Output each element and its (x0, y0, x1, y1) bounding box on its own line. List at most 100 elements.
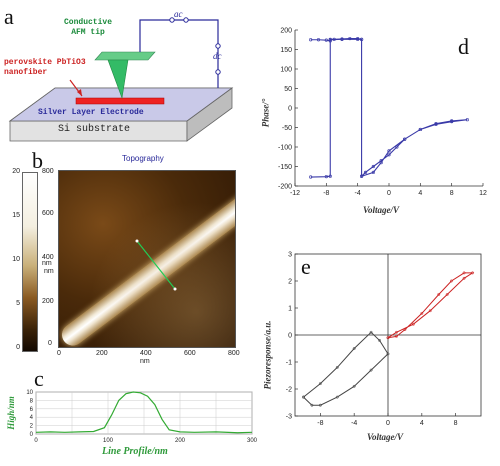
phase-point (356, 37, 360, 41)
e-x-tick: 0 (386, 420, 390, 427)
e-y-tick: 0 (288, 333, 292, 340)
phase-point (324, 175, 328, 179)
b-y-tick: 600 (42, 210, 54, 217)
b-y-tick: 200 (42, 298, 54, 305)
b-x-unit: nm (140, 358, 150, 365)
topography-title: Topography (122, 154, 164, 163)
piezo-point (386, 336, 390, 340)
e-y-tick: -1 (286, 360, 292, 367)
colorbar-unit: nm (42, 260, 52, 267)
b-y-tick: 800 (42, 168, 54, 175)
panel-a-schematic (8, 17, 234, 142)
e-y-tick: -3 (286, 414, 292, 421)
profile-line (35, 391, 253, 434)
piezo-point (437, 293, 441, 296)
colorbar (22, 172, 38, 352)
d-y-tick: -200 (278, 184, 292, 191)
c-x-tick: 100 (103, 438, 114, 444)
panel-d: d -12 -8 -4 0 4 8 12 200 150 100 50 0 -50 -100 -150 -20… (255, 0, 500, 225)
d-y-tick: 200 (280, 28, 292, 35)
topography-image (58, 170, 236, 348)
c-y-tick: 10 (26, 390, 33, 396)
colorbar-tick: 15 (12, 212, 20, 219)
piezo-loop-0 (303, 331, 389, 406)
phase-point (371, 170, 375, 174)
phase-point (465, 118, 469, 122)
fiber-label: perovskite PbTiO3 nanofiber (4, 58, 86, 77)
panel-d-letter: d (458, 34, 469, 59)
c-xlabel: Line Profile/nm (102, 446, 168, 457)
panel-c: c 10 8 6 4 2 0 0 100 200 300 High/nm Line Profile… (0, 366, 260, 466)
piezo-point (428, 309, 432, 313)
phase-point (309, 38, 313, 42)
d-y-tick: -50 (282, 125, 292, 132)
c-y-tick: 4 (30, 415, 34, 421)
piezo-point (386, 352, 390, 356)
d-y-tick: -100 (278, 145, 292, 152)
c-y-tick: 0 (30, 432, 34, 438)
d-y-tick: 150 (280, 47, 292, 54)
tip-label: Conductive AFM tip (64, 18, 113, 37)
phase-point (324, 38, 328, 42)
d-x-tick: -4 (355, 190, 361, 197)
d-xlabel: Voltage/V (363, 205, 400, 215)
piezo-point (369, 330, 373, 334)
e-x-tick: 8 (454, 420, 458, 427)
piezo-point (335, 395, 339, 399)
phase-point (328, 38, 332, 42)
phase-point (328, 174, 332, 178)
panel-a: a Conductive AFM tip perovskite PbTiO3 n… (0, 0, 245, 150)
phase-hysteresis-chart: -12 -8 -4 0 4 8 12 200 150 100 50 0 -50 -100 -150 -200 (278, 28, 487, 198)
d-y-tick: 0 (288, 106, 292, 113)
c-x-tick: 200 (175, 438, 186, 444)
b-y-tick: 400 (42, 254, 54, 261)
piezo-point (449, 279, 453, 283)
phase-point (418, 127, 422, 132)
panel-c-letter: c (34, 366, 44, 391)
colorbar-tick: 10 (12, 256, 20, 263)
piezoresponse-chart: -8 -4 0 4 8 3 2 1 0 -1 -2 -3 (286, 252, 482, 427)
phase-point (309, 175, 313, 179)
piezo-point (462, 271, 466, 275)
phase-point (379, 159, 383, 163)
piezo-point (411, 322, 415, 326)
phase-point (359, 37, 364, 41)
c-x-tick: 0 (34, 438, 38, 444)
c-ylabel: High/nm (5, 396, 16, 430)
piezo-point (395, 330, 398, 334)
phase-point (371, 164, 375, 169)
e-y-tick: -2 (286, 387, 292, 394)
substrate-label: Si substrate (58, 124, 131, 135)
d-y-tick: 100 (280, 67, 292, 74)
panel-e: e -8 -4 0 4 8 3 2 1 0 -1 -2 -3 Piezoresponse/a.u. V… (255, 242, 500, 466)
d-x-tick: 8 (450, 190, 454, 197)
piezo-point (403, 328, 407, 332)
circuit-wire (139, 19, 219, 88)
d-ylabel: Phase/° (260, 98, 271, 128)
e-xlabel: Voltage/V (367, 432, 404, 442)
d-x-tick: 0 (387, 190, 391, 197)
phase-point (332, 37, 336, 41)
dc-label: dc (213, 51, 222, 61)
d-x-tick: 4 (418, 190, 422, 197)
phase-point (316, 38, 321, 42)
phase-point (395, 145, 399, 149)
piezo-point (335, 365, 339, 369)
phase-point (450, 120, 454, 124)
d-x-tick: 12 (479, 190, 487, 197)
piezo-point (352, 384, 356, 388)
e-y-tick: 2 (288, 279, 292, 286)
b-x-tick: 800 (228, 350, 240, 357)
afm-cantilever (94, 51, 156, 61)
piezo-point (471, 271, 474, 275)
panel-a-letter: a (4, 4, 14, 29)
c-y-tick: 2 (30, 424, 34, 430)
piezo-point (352, 347, 356, 350)
phase-point (387, 149, 391, 153)
piezo-loop-1 (387, 272, 475, 339)
panel-b: b Topography 20 15 10 5 0 nm 800 600 400… (0, 148, 250, 368)
piezo-point (318, 403, 322, 407)
b-x-tick: 0 (57, 350, 61, 357)
phase-point (387, 153, 391, 157)
colorbar-tick: 20 (12, 168, 20, 175)
